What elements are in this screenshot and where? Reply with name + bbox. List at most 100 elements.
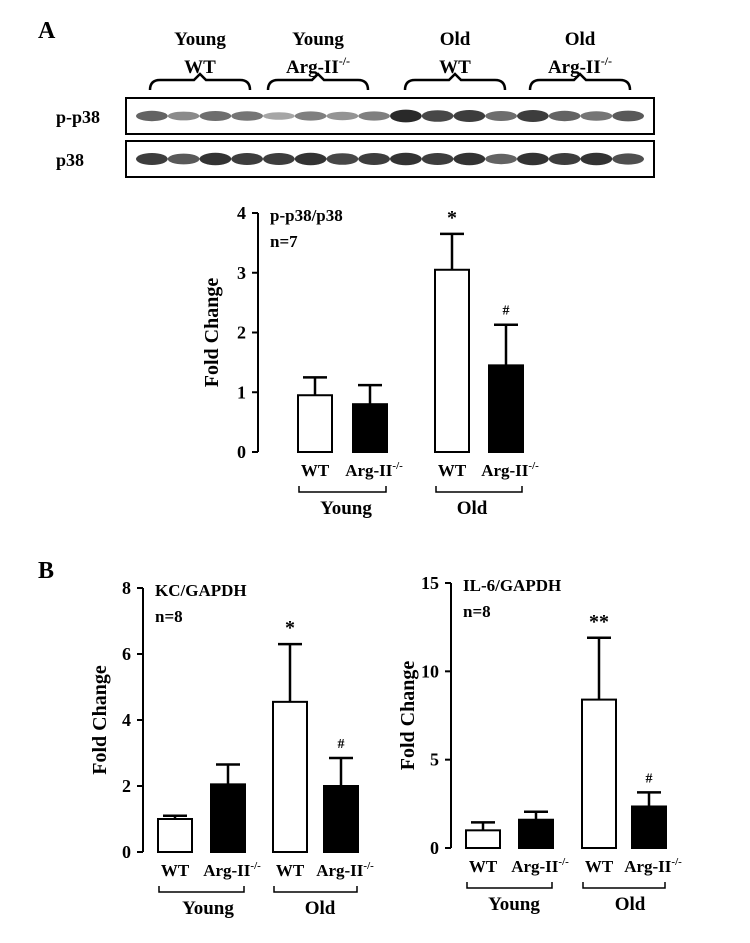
- blot-band: [548, 110, 581, 122]
- blot-band: [390, 109, 422, 123]
- blot-band: [580, 111, 613, 121]
- blot-band: [453, 152, 486, 166]
- chart-il6: 0 5 10 15 Fold Change IL-6/GAPDH n=8 WT Arg-II-/…: [397, 573, 682, 915]
- bar: [488, 364, 524, 453]
- significance-marker: *: [285, 617, 295, 639]
- bar: [581, 698, 617, 849]
- y-tick-label: 4: [122, 710, 131, 730]
- group-label: Young: [488, 894, 540, 915]
- x-category-label: WT: [469, 857, 498, 876]
- group-bracket: [435, 486, 523, 493]
- blot-band: [231, 111, 263, 121]
- blot-group-bracket: [528, 72, 632, 91]
- chart-kc: 0 2 4 6 8 Fold Change KC/GAPDH n=8 WT Arg-II-/- * W…: [89, 578, 374, 919]
- blot-band: [421, 110, 454, 122]
- bar: [323, 785, 359, 853]
- bar: [631, 805, 667, 850]
- significance-marker: **: [589, 611, 609, 633]
- x-category-label: Arg-II-/-: [481, 460, 539, 480]
- significance-marker: #: [503, 304, 510, 319]
- blot-band: [485, 111, 517, 121]
- blot-group-label: Old: [565, 29, 596, 50]
- blot-band: [453, 110, 486, 122]
- blot-band: [390, 152, 422, 166]
- x-category-label: Arg-II-/-: [316, 860, 374, 880]
- blot-band: [580, 152, 613, 166]
- y-tick-label: 5: [430, 750, 439, 770]
- blot-band: [136, 110, 168, 122]
- y-tick-label: 2: [122, 776, 131, 796]
- group-label: Old: [615, 894, 646, 915]
- bar: [352, 403, 388, 454]
- x-category-label: WT: [161, 861, 190, 880]
- blot-band: [199, 111, 232, 121]
- y-tick-label: 0: [237, 442, 246, 462]
- y-tick-label: 15: [421, 573, 439, 593]
- y-axis-label: Fold Change: [89, 665, 111, 775]
- group-label: Old: [305, 898, 336, 919]
- significance-marker: #: [338, 737, 345, 752]
- y-tick-label: 6: [122, 644, 131, 664]
- group-bracket: [298, 486, 387, 493]
- y-tick-label: 2: [237, 323, 246, 343]
- group-bracket: [582, 882, 666, 889]
- significance-marker: *: [447, 207, 457, 229]
- y-tick-label: 4: [237, 203, 246, 223]
- blot-band: [517, 110, 549, 122]
- panel-label-a: A: [38, 18, 56, 44]
- blot-band: [421, 153, 454, 165]
- bar: [210, 783, 246, 853]
- blot-band: [167, 153, 200, 165]
- blot-band: [294, 152, 327, 166]
- bar: [297, 394, 333, 453]
- group-bracket: [158, 886, 245, 893]
- chart-subtitle: n=8: [463, 602, 491, 621]
- group-label: Old: [457, 498, 488, 519]
- y-tick-label: 0: [430, 838, 439, 858]
- x-category-label: WT: [301, 461, 330, 480]
- chart-title: KC/GAPDH: [155, 581, 247, 600]
- x-category-label: WT: [276, 861, 305, 880]
- y-tick-label: 0: [122, 842, 131, 862]
- blot-group-label: Old: [440, 29, 471, 50]
- bar: [465, 829, 501, 849]
- bar: [518, 818, 554, 850]
- blot-group-label: WT: [439, 57, 471, 78]
- blot-group-bracket: [148, 72, 252, 91]
- blot-band: [485, 153, 517, 165]
- y-tick-label: 8: [122, 578, 131, 598]
- blot-group-label: Arg-II-/-: [286, 54, 350, 78]
- x-category-label: WT: [585, 857, 614, 876]
- blot-group-label: WT: [184, 57, 216, 78]
- chart-title: IL-6/GAPDH: [463, 576, 561, 595]
- chart-subtitle: n=8: [155, 607, 183, 626]
- group-label: Young: [182, 898, 234, 919]
- x-category-label: WT: [438, 461, 467, 480]
- blot-band: [517, 152, 549, 166]
- y-tick-label: 10: [421, 661, 439, 681]
- blot-band: [167, 111, 200, 121]
- blot-band: [294, 111, 327, 121]
- bar: [157, 818, 193, 853]
- chart-title: p-p38/p38: [270, 206, 343, 225]
- blot-band: [263, 153, 295, 165]
- y-axis-label: Fold Change: [397, 661, 419, 771]
- x-category-label: Arg-II-/-: [511, 856, 569, 876]
- bar: [272, 700, 308, 853]
- bar: [434, 268, 470, 454]
- x-category-label: Arg-II-/-: [345, 460, 403, 480]
- y-axis-label: Fold Change: [201, 278, 223, 388]
- blot-row-label: p-p38: [56, 107, 100, 127]
- group-label: Young: [320, 498, 372, 519]
- blot-group-bracket: [403, 72, 507, 91]
- blot-group-label: Arg-II-/-: [548, 54, 612, 78]
- x-category-label: Arg-II-/-: [203, 860, 261, 880]
- blot-band: [358, 111, 390, 121]
- x-category-label: Arg-II-/-: [624, 856, 682, 876]
- blot-band: [326, 153, 359, 165]
- western-blot: Young WT Young Arg-II-/- Old WT Old Arg-II-/- p-…: [56, 29, 655, 178]
- blot-band: [548, 153, 581, 165]
- group-bracket: [273, 886, 358, 893]
